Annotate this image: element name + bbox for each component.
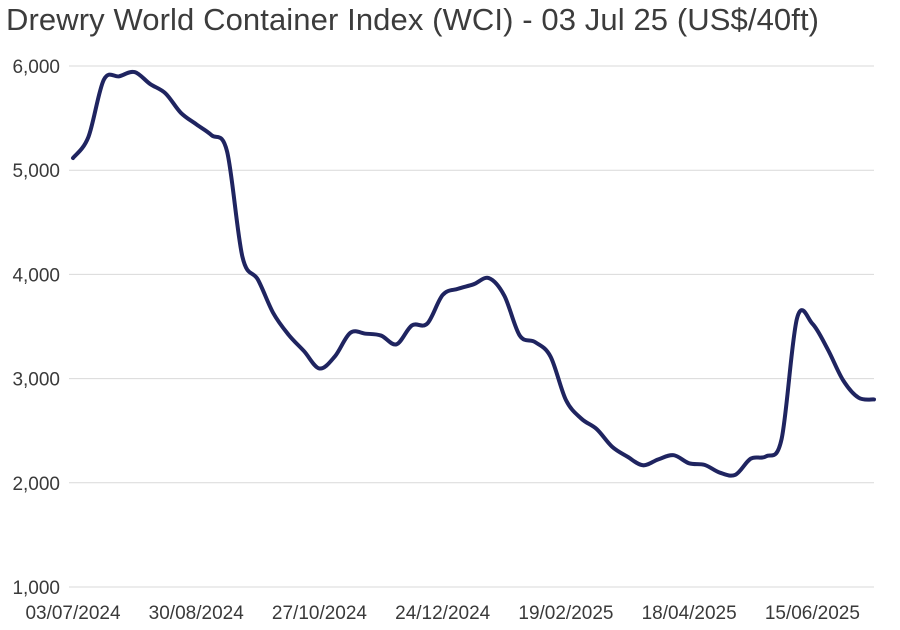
data-point	[179, 111, 183, 115]
data-point	[687, 461, 691, 465]
data-point	[394, 342, 398, 346]
series-layer	[71, 69, 876, 478]
data-point	[117, 74, 121, 78]
y-tick-label: 5,000	[12, 161, 60, 182]
data-point	[102, 78, 106, 82]
data-point	[456, 287, 460, 291]
data-point	[487, 276, 491, 280]
data-point	[780, 437, 784, 441]
data-point	[472, 282, 476, 286]
data-point	[210, 133, 214, 137]
x-tick-label: 27/10/2024	[272, 603, 368, 624]
y-tick-label: 1,000	[12, 578, 60, 599]
grid-layer	[69, 65, 874, 588]
data-point	[225, 149, 229, 153]
data-point	[287, 333, 291, 337]
x-axis-ticks: 03/07/2024 30/08/2024 27/10/2024 24/12/2024…	[25, 603, 859, 624]
data-point	[240, 255, 244, 259]
data-point	[872, 397, 876, 401]
data-point	[733, 473, 737, 477]
x-tick-label: 30/08/2024	[149, 603, 245, 624]
data-point	[641, 463, 645, 467]
data-point	[764, 454, 768, 458]
data-point	[348, 331, 352, 335]
data-point	[810, 322, 814, 326]
data-point	[256, 278, 260, 282]
series-line-wci	[71, 69, 876, 478]
y-tick-label: 4,000	[12, 265, 60, 286]
y-tick-label: 3,000	[12, 370, 60, 391]
data-point	[672, 453, 676, 457]
x-tick-label: 18/04/2025	[642, 603, 737, 624]
y-axis-ticks: 1,000 2,000 3,000 4,000 5,000 6,000	[12, 57, 60, 599]
x-tick-label: 03/07/2024	[25, 603, 121, 624]
data-point	[364, 332, 368, 336]
data-point	[71, 156, 75, 160]
data-point	[317, 366, 321, 370]
data-point	[826, 347, 830, 351]
data-point	[749, 457, 753, 461]
data-point	[595, 427, 599, 431]
data-point	[656, 457, 660, 461]
data-point	[86, 135, 90, 139]
data-point	[410, 323, 414, 327]
data-point	[425, 322, 429, 326]
data-point	[133, 70, 137, 74]
y-tick-label: 2,000	[12, 474, 60, 495]
data-point	[564, 398, 568, 402]
data-point	[333, 354, 337, 358]
y-tick-label: 6,000	[12, 57, 60, 78]
data-point	[502, 294, 506, 298]
data-point	[841, 378, 845, 382]
chart-title: Drewry World Container Index (WCI) - 03 …	[6, 2, 820, 37]
data-point	[857, 396, 861, 400]
data-point	[518, 333, 522, 337]
data-point	[163, 91, 167, 95]
x-tick-label: 15/06/2025	[765, 603, 860, 624]
data-point	[626, 455, 630, 459]
data-point	[703, 463, 707, 467]
data-point	[795, 316, 799, 320]
data-point	[148, 82, 152, 86]
data-point	[549, 355, 553, 359]
x-tick-label: 19/02/2025	[518, 603, 613, 624]
data-point	[194, 122, 198, 126]
x-tick-label: 24/12/2024	[395, 603, 491, 624]
data-point	[441, 293, 445, 297]
data-point	[271, 311, 275, 315]
data-point	[379, 334, 383, 338]
data-point	[610, 445, 614, 449]
data-point	[579, 417, 583, 421]
data-point	[533, 340, 537, 344]
data-point	[302, 349, 306, 353]
data-point	[718, 471, 722, 475]
